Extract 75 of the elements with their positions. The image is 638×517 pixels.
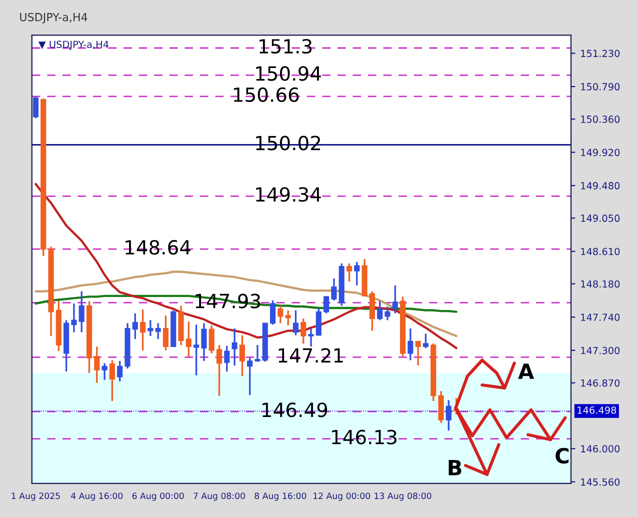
y-tick-label: 150.360	[581, 116, 620, 123]
candlestick	[239, 334, 245, 377]
chart-title: USDJPY-a,H4	[20, 12, 88, 24]
x-tick-label: 7 Aug 08:00	[194, 492, 245, 501]
candlestick	[155, 322, 161, 340]
text: A	[518, 364, 534, 379]
candlestick	[422, 332, 429, 349]
candlestick	[377, 300, 383, 321]
ref-line-label: 147.21	[278, 348, 343, 363]
candlestick	[224, 344, 230, 372]
y-tick-label: 149.920	[581, 148, 620, 156]
candlestick	[392, 284, 398, 314]
ref-line-label: 151.3	[260, 38, 312, 54]
y-tick-label: 148.610	[581, 248, 620, 256]
ref-line-label: 146.498	[578, 406, 616, 414]
candlestick	[331, 278, 337, 302]
y-tick-label: 149.050	[581, 214, 620, 222]
x-tick-label: 13 Aug 08:00	[374, 492, 432, 501]
candlestick	[201, 322, 207, 362]
y-tick-label: 148.180	[581, 280, 620, 288]
y-tick-label: 146.000	[581, 445, 620, 452]
candlestick	[216, 344, 222, 397]
y-tick-label: 145.560	[581, 478, 620, 486]
ref-line-label: 149.34	[256, 187, 321, 202]
text: ▼ USDJPY-a,H4	[38, 40, 109, 50]
ref-line-label: 146.13	[332, 430, 396, 444]
candlestick	[194, 324, 200, 376]
candlestick	[186, 320, 192, 358]
candlestick	[446, 399, 452, 432]
candlestick	[94, 346, 100, 384]
x-tick-label: 4 Aug 16:00	[71, 492, 123, 501]
candlestick	[270, 300, 276, 326]
y-tick-label: 150.790	[581, 83, 620, 90]
candlestick	[140, 308, 146, 352]
y-tick-label: 146.870	[581, 379, 620, 387]
candlestick	[346, 262, 352, 282]
candlestick	[117, 360, 123, 382]
annotation: B	[448, 460, 462, 476]
text: C	[556, 448, 569, 464]
candlestick	[324, 295, 330, 314]
candlestick	[71, 302, 77, 334]
candlestick	[415, 340, 421, 366]
candlestick	[232, 328, 238, 366]
y-tick-label: 147.300	[581, 346, 620, 354]
candlestick	[148, 319, 154, 337]
candlestick	[247, 357, 253, 396]
candlestick	[109, 359, 115, 402]
y-tick-label: 149.480	[581, 182, 620, 190]
ref-line-label: 150.66	[234, 87, 299, 102]
candlestick	[208, 324, 214, 354]
y-tick-label: 147.740	[581, 314, 620, 321]
candlestick	[292, 309, 299, 336]
x-tick-label: 6 Aug 00:00	[132, 492, 184, 501]
x-tick-label: 12 Aug 00:00	[314, 492, 370, 501]
candlestick	[316, 308, 322, 336]
ref-line-label: 150.94	[256, 66, 321, 81]
line-series	[34, 270, 458, 338]
candlestick	[162, 314, 169, 352]
candlestick	[408, 328, 414, 362]
candlestick	[354, 261, 360, 286]
candlestick	[102, 362, 108, 381]
y-tick-label: 151.230	[581, 50, 620, 58]
line-series	[34, 182, 458, 350]
candlestick	[278, 304, 284, 324]
x-tick-label: 8 Aug 16:00	[254, 492, 306, 501]
x-tick-label: 1 Aug 2025	[12, 492, 60, 501]
ref-line-label: 148.64	[126, 240, 190, 255]
candlestick	[78, 290, 84, 334]
candlestick	[132, 312, 138, 340]
candlestick	[384, 306, 390, 321]
candlestick	[308, 328, 314, 348]
candlestick	[254, 344, 260, 363]
candlestick	[32, 96, 39, 120]
candlestick	[300, 318, 306, 344]
candlestick	[285, 309, 291, 326]
